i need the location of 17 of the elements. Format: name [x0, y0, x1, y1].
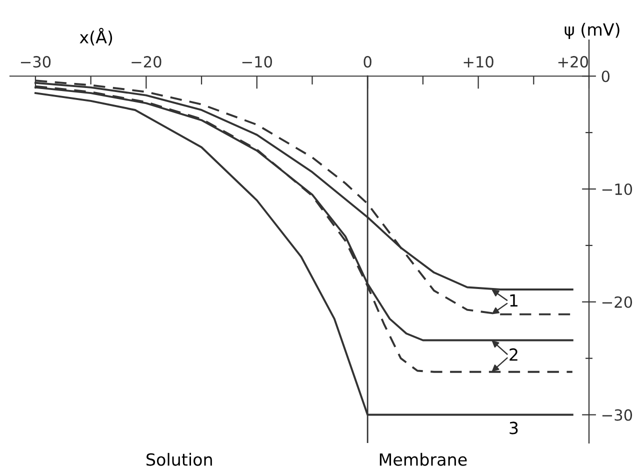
x-tick-label: −30: [20, 56, 51, 68]
x-axis-title: x(Å): [80, 28, 112, 46]
annotation: 1: [510, 294, 518, 306]
annotation: 2: [510, 348, 518, 361]
annotation: 3: [510, 422, 518, 434]
y-tick-label: 0: [602, 70, 610, 82]
x-tick-label: +10: [464, 56, 494, 68]
x-tick-label: 0: [364, 56, 372, 68]
x-tick-label: +20: [558, 56, 588, 68]
x-tick-label: −10: [242, 56, 272, 68]
x-tick-label: −20: [132, 56, 162, 68]
text: Solution: [146, 452, 212, 466]
y-tick-label: −30: [602, 409, 632, 421]
text: Membrane: [380, 452, 467, 466]
y-tick-label: −10: [602, 183, 632, 196]
y-tick-label: −20: [602, 296, 632, 308]
y-axis-title: ψ (mV): [564, 22, 620, 40]
